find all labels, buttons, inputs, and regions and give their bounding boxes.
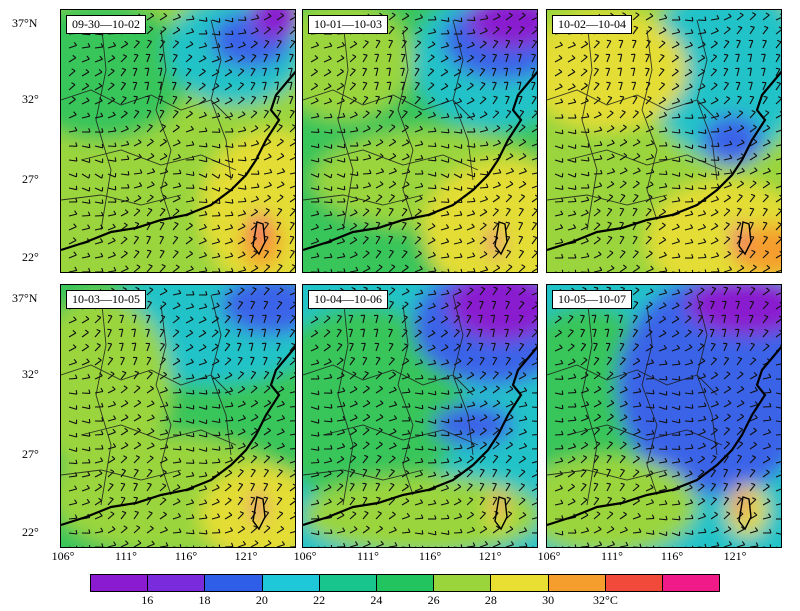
temperature-field-map (547, 10, 781, 272)
taiwan-outline (738, 221, 752, 256)
top-row-lat-label: 37°N (12, 16, 38, 30)
panel-date-label: 10-01—10-03 (308, 15, 388, 34)
temperature-field-map (547, 285, 781, 547)
colorbar-segment (548, 575, 606, 591)
province-borders (61, 19, 237, 231)
colorbar-segment (491, 575, 549, 591)
taiwan-outline (252, 221, 266, 256)
colorbar-segment (662, 575, 720, 591)
panel-date-label: 10-05—10-07 (552, 290, 632, 309)
colorbar-segment (434, 575, 492, 591)
top-row-lat-label: 22° (22, 250, 39, 264)
colorbar-segment (148, 575, 206, 591)
province-borders (547, 294, 723, 506)
colorbar-segment (376, 575, 435, 591)
lon-label: 121° (478, 549, 502, 563)
lon-label: 116° (174, 549, 198, 563)
colorbar-segment (262, 575, 320, 591)
lon-label: 106° (293, 549, 317, 563)
bottom-row-lat-label: 37°N (12, 291, 38, 305)
map-panel-6: 10-05—10-07 (546, 284, 782, 548)
lon-label: 111° (357, 549, 379, 563)
map-panel-4: 10-03—10-05 (60, 284, 296, 548)
temperature-field-map (61, 285, 295, 547)
panel-date-label: 10-02—10-04 (552, 15, 632, 34)
colorbar-tick-label: 16 (141, 593, 154, 607)
temperature-field-map (303, 285, 537, 547)
coastline (303, 345, 537, 527)
wind-barbs (554, 286, 781, 547)
lon-label: 106° (537, 549, 561, 563)
map-panel-3: 10-02—10-04 (546, 9, 782, 273)
coastline (61, 345, 295, 527)
lon-label: 121° (723, 549, 747, 563)
map-panel-1: 09-30—10-02 (60, 9, 296, 273)
colorbar-segment (605, 575, 663, 591)
panel-date-label: 09-30—10-02 (66, 15, 146, 34)
taiwan-outline (252, 496, 266, 531)
coastline (547, 70, 781, 252)
bottom-row-lat-label: 27° (22, 447, 39, 461)
lon-label: 106° (51, 549, 75, 563)
colorbar-tick-label: 20 (255, 593, 268, 607)
wind-barbs (310, 12, 537, 272)
lon-label: 111° (115, 549, 137, 563)
taiwan-outline (738, 496, 752, 531)
taiwan-outline (494, 221, 508, 256)
temperature-field-map (303, 10, 537, 272)
bottom-row-lat-label: 32° (22, 367, 39, 381)
wind-barbs (310, 286, 537, 547)
colorbar-tick-label: 28 (484, 593, 497, 607)
province-borders (61, 294, 237, 506)
province-borders (303, 294, 479, 506)
map-panel-5: 10-04—10-06 (302, 284, 538, 548)
lon-label: 116° (418, 549, 442, 563)
colorbar-segment (319, 575, 377, 591)
colorbar-tick-label: 18 (198, 593, 211, 607)
bottom-row-lat-label: 22° (22, 525, 39, 539)
colorbar-tick-label: 24 (370, 593, 383, 607)
panel-date-label: 10-03—10-05 (66, 290, 146, 309)
top-row-lat-label: 27° (22, 172, 39, 186)
colorbar-tick-label: 32°C (593, 593, 618, 607)
taiwan-outline (494, 496, 508, 531)
lon-label: 116° (660, 549, 684, 563)
colorbar-segment (205, 575, 263, 591)
colorbar-tick-label: 22 (313, 593, 326, 607)
temperature-field-map (61, 10, 295, 272)
map-panel-2: 10-01—10-03 (302, 9, 538, 273)
wind-barbs (68, 286, 295, 547)
coastline (303, 70, 537, 252)
temperature-colorbar (90, 574, 720, 592)
coastline (547, 345, 781, 527)
top-row-lat-label: 32° (22, 92, 39, 106)
lon-label: 111° (601, 549, 623, 563)
province-borders (303, 19, 479, 231)
lon-label: 121° (234, 549, 258, 563)
colorbar-tick-label: 30 (542, 593, 555, 607)
province-borders (547, 19, 723, 231)
colorbar-tick-label: 26 (427, 593, 440, 607)
panel-date-label: 10-04—10-06 (308, 290, 388, 309)
coastline (61, 70, 295, 252)
colorbar-segment (91, 575, 149, 591)
